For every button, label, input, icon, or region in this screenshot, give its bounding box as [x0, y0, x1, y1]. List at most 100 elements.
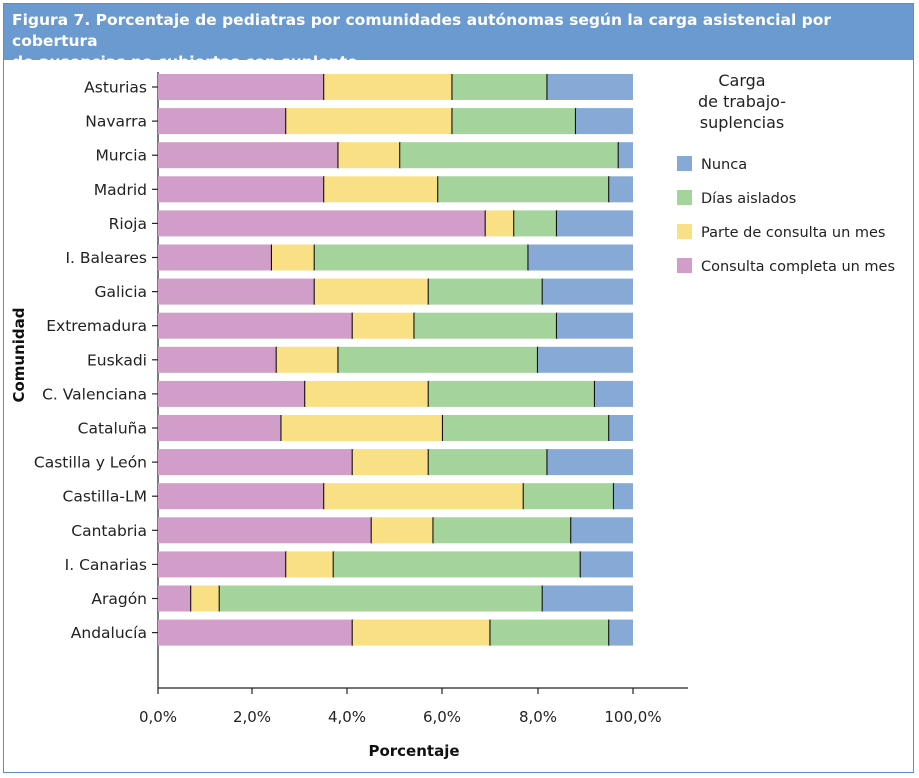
category-label: Extremadura [46, 317, 147, 335]
category-label: Madrid [94, 181, 147, 199]
bar-segment [158, 346, 277, 373]
bar-segment [158, 585, 192, 612]
bar-segment [557, 312, 633, 339]
bar-segment [433, 517, 572, 544]
legend-label: Nunca [701, 157, 747, 173]
bar-segment [452, 108, 576, 135]
legend-label: Parte de consulta un mes [701, 225, 885, 241]
legend-swatch [677, 224, 692, 239]
bar-segment [158, 244, 272, 271]
x-tick-label: 4,0% [328, 708, 366, 726]
bar-segment [609, 619, 633, 646]
bar-segment [428, 380, 595, 407]
legend-title-line: de trabajo- [698, 92, 786, 111]
bar-segment [305, 380, 429, 407]
bar-segment [158, 176, 325, 203]
category-label: Euskadi [87, 351, 147, 369]
bar-segment [352, 449, 429, 476]
bar-segment [542, 585, 633, 612]
bar-segment [158, 415, 282, 441]
legend-swatch [677, 156, 692, 171]
bar-segment [286, 108, 453, 135]
bar-segment [428, 278, 543, 305]
bar-segment [428, 449, 548, 476]
bar-segment [528, 244, 633, 271]
category-label: Aragón [91, 590, 147, 608]
bar-segment [281, 415, 443, 441]
title-line-1: Figura 7. Porcentaje de pediatras por co… [12, 11, 832, 50]
legend-swatch [677, 190, 692, 205]
bar-segment [576, 108, 633, 135]
bar-segment [158, 449, 353, 476]
bar-segment [338, 142, 401, 169]
bar-segment [609, 176, 633, 203]
category-label: Andalucía [71, 624, 147, 642]
bar-segment [158, 74, 325, 100]
bar-segment [547, 74, 633, 100]
bar-segment [547, 449, 633, 476]
bar-segment [523, 483, 614, 510]
bar-segment [272, 244, 315, 271]
category-label: Cantabria [71, 522, 147, 540]
bar-segment [158, 142, 339, 169]
bar-segment [542, 278, 633, 305]
x-tick-label: 100,0% [604, 708, 661, 726]
category-label: Navarra [85, 113, 147, 131]
bar-segment [314, 278, 429, 305]
bar-segment [438, 176, 610, 203]
bar-segment [557, 210, 633, 237]
bar-segment [158, 619, 353, 646]
bar-segment [158, 483, 325, 510]
x-tick-label: 2,0% [233, 708, 271, 726]
bar-segment [324, 176, 439, 203]
bar-segment [618, 142, 633, 169]
bar-segment [314, 244, 529, 271]
bar-segment [452, 74, 548, 100]
bar-segment [158, 380, 306, 407]
category-label: Castilla-LM [63, 488, 148, 506]
x-tick-label: 6,0% [423, 708, 461, 726]
legend-swatch [677, 258, 692, 273]
bar-segment [324, 74, 453, 100]
bar-segment [514, 210, 557, 237]
x-axis-title: Porcentaje [368, 742, 459, 760]
bar-segment [609, 415, 633, 441]
bar-segment [338, 346, 538, 373]
bar-segment [158, 108, 287, 135]
legend-label: Días aislados [701, 191, 796, 207]
title-line-2: de ausencias no cubiertas con suplente [12, 53, 358, 71]
bar-segment [286, 551, 334, 578]
category-label: C. Valenciana [42, 385, 147, 403]
bar-segment [614, 483, 633, 510]
legend-label: Consulta completa un mes [701, 259, 895, 275]
bar-segment [595, 380, 633, 407]
bar-segment [371, 517, 434, 544]
legend-title-line: Carga [718, 71, 765, 90]
bar-segment [490, 619, 610, 646]
bar-segment [158, 551, 287, 578]
bar-segment [580, 551, 633, 578]
category-label: I. Canarias [65, 556, 147, 574]
x-tick-label: 0,0% [139, 708, 177, 726]
bar-segment [158, 517, 372, 544]
legend-title-line: suplencias [700, 113, 784, 132]
bar-segment [158, 210, 486, 237]
category-label: Galicia [95, 283, 147, 301]
bar-segment [352, 619, 491, 646]
bar-segment [191, 585, 220, 612]
category-label: Murcia [95, 147, 147, 165]
bar-segment [333, 551, 581, 578]
bar-segment [276, 346, 339, 373]
y-axis-title: Comunidad [10, 307, 28, 402]
bar-segment [485, 210, 515, 237]
bar-segment [219, 585, 543, 612]
category-label: Rioja [109, 215, 147, 233]
category-label: Cataluña [78, 420, 147, 438]
bar-segment [414, 312, 557, 339]
x-tick-label: 8,0% [519, 708, 557, 726]
bar-segment [158, 278, 315, 305]
bar-segment [443, 415, 610, 441]
bar-segment [571, 517, 633, 544]
bar-segment [352, 312, 415, 339]
